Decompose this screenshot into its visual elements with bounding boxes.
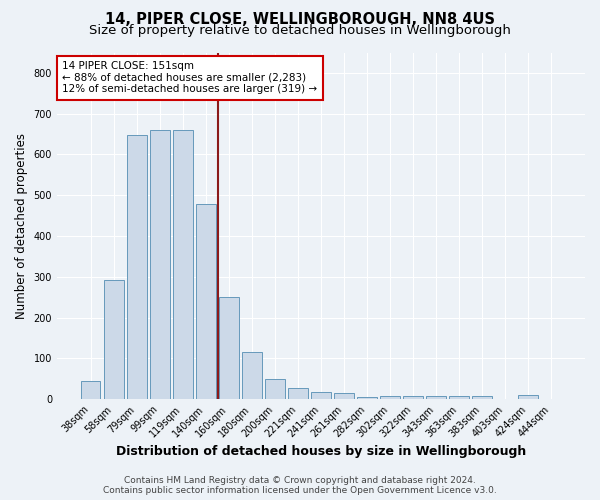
Bar xyxy=(150,130,170,399)
Text: 14, PIPER CLOSE, WELLINGBOROUGH, NN8 4US: 14, PIPER CLOSE, WELLINGBOROUGH, NN8 4US xyxy=(105,12,495,28)
Bar xyxy=(104,280,124,399)
Text: 14 PIPER CLOSE: 151sqm
← 88% of detached houses are smaller (2,283)
12% of semi-: 14 PIPER CLOSE: 151sqm ← 88% of detached… xyxy=(62,61,317,94)
Y-axis label: Number of detached properties: Number of detached properties xyxy=(15,133,28,319)
Bar xyxy=(380,396,400,399)
Bar xyxy=(426,396,446,399)
Bar xyxy=(242,352,262,399)
Bar xyxy=(449,396,469,399)
Bar xyxy=(357,396,377,399)
Bar xyxy=(127,135,146,399)
Bar xyxy=(219,297,239,399)
Bar xyxy=(311,392,331,399)
Bar xyxy=(518,396,538,399)
Bar xyxy=(334,393,354,399)
Text: Contains HM Land Registry data © Crown copyright and database right 2024.
Contai: Contains HM Land Registry data © Crown c… xyxy=(103,476,497,495)
Bar xyxy=(173,130,193,399)
Bar xyxy=(265,379,284,399)
X-axis label: Distribution of detached houses by size in Wellingborough: Distribution of detached houses by size … xyxy=(116,444,526,458)
Bar xyxy=(472,396,492,399)
Bar xyxy=(81,381,100,399)
Text: Size of property relative to detached houses in Wellingborough: Size of property relative to detached ho… xyxy=(89,24,511,37)
Bar xyxy=(288,388,308,399)
Bar xyxy=(403,396,423,399)
Bar xyxy=(196,204,215,399)
